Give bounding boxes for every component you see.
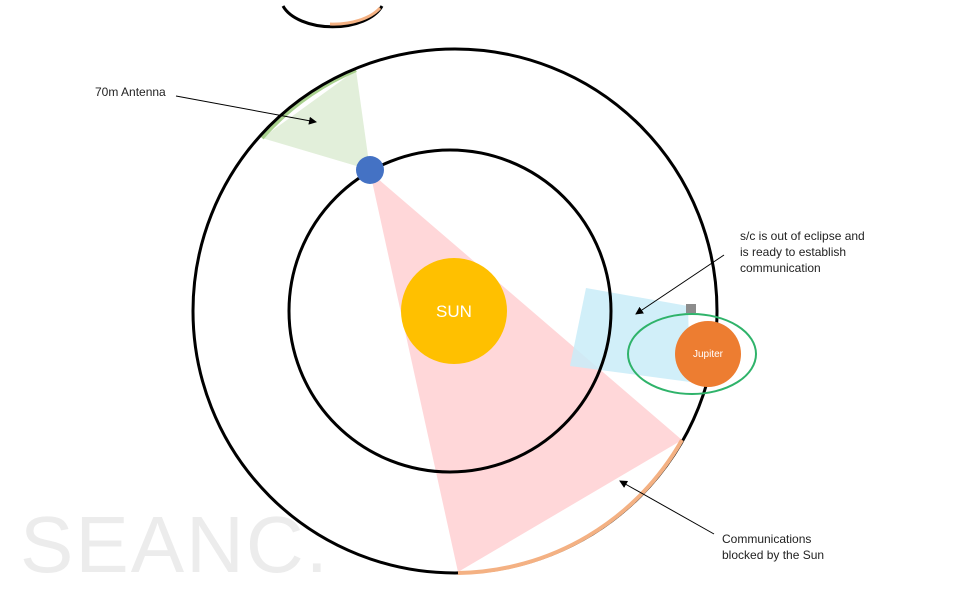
outer-orbit-accent <box>457 439 684 575</box>
spacecraft-beam <box>570 288 690 382</box>
antenna-label: 70m Antenna <box>95 85 166 99</box>
watermark: SEANC. <box>20 500 330 589</box>
spacecraft-note-line1: s/c is out of eclipse and <box>740 229 865 243</box>
outer-orbit <box>191 47 719 575</box>
spacecraft-note-line2: is ready to establish <box>740 245 846 259</box>
blocked-arrow <box>619 480 715 535</box>
blocked-note-line1: Communications <box>722 532 811 546</box>
antenna-beam-arc <box>260 68 357 140</box>
sun-label: SUN <box>436 302 472 321</box>
jupiter-orbit <box>627 313 757 395</box>
jupiter <box>675 321 741 387</box>
jupiter-label: Jupiter <box>693 349 724 360</box>
earth <box>356 156 384 184</box>
blocked-note-line2: blocked by the Sun <box>722 548 824 562</box>
sun <box>401 258 507 364</box>
spacecraft <box>686 304 696 313</box>
antenna-arrow <box>175 95 317 125</box>
partial-orbit-accent <box>329 6 382 26</box>
spacecraft-arrow <box>635 254 725 315</box>
spacecraft-note-line3: communication <box>740 261 821 275</box>
inner-orbit <box>287 148 613 474</box>
